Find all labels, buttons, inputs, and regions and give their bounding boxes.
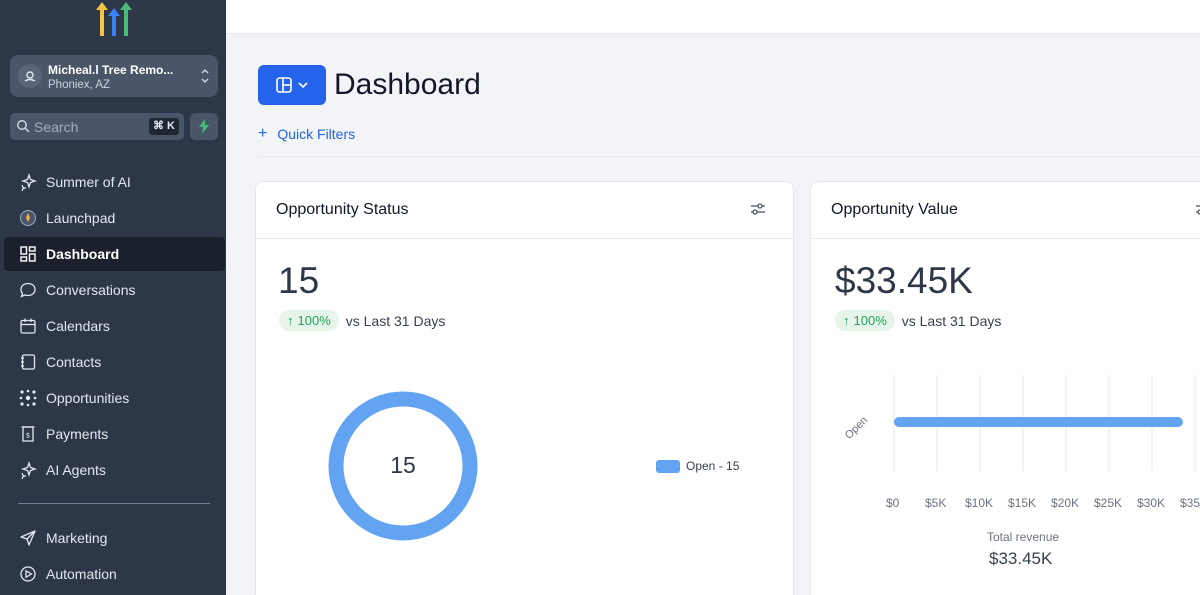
sidebar-item-label: Marketing [46, 530, 108, 546]
sidebar-item-automation[interactable]: Automation [4, 557, 225, 591]
sidebar-item-label: Calendars [46, 318, 110, 334]
card-header: Opportunity Status [256, 182, 793, 239]
metric-value: $33.45K [835, 260, 973, 301]
sidebar-divider [18, 503, 210, 504]
sparkle-icon [19, 173, 37, 191]
chevron-down-icon [298, 82, 308, 89]
donut-chart[interactable] [327, 390, 479, 542]
grid-icon [19, 245, 37, 263]
opportunity-status-card: Opportunity Status 15 ↑ 100% vs Last 31 … [255, 181, 794, 595]
chart-legend[interactable]: Open - 15 [656, 459, 739, 473]
svg-text:$: $ [26, 432, 30, 440]
trend-badge: ↑ 100% [279, 310, 339, 331]
trend-text: vs Last 31 Days [901, 312, 1002, 329]
lightning-icon [199, 119, 209, 134]
top-bar [226, 0, 1200, 34]
plus-icon: + [258, 125, 268, 142]
opportunity-value-card: Opportunity Value $33.45K ↑ 100% vs Last… [810, 181, 1200, 595]
layout-icon [276, 77, 292, 93]
send-icon [19, 529, 37, 547]
card-title: Opportunity Value [831, 201, 958, 218]
dashboard-switcher-button[interactable] [258, 65, 326, 105]
location-pin-icon [18, 64, 42, 88]
sidebar-item-label: Launchpad [46, 210, 116, 226]
location-name: Micheal.l Tree Remo... [48, 63, 174, 77]
sidebar-item-calendars[interactable]: Calendars [4, 309, 225, 343]
sidebar-item-label: AI Agents [46, 462, 106, 478]
tick-label: $35 [1180, 496, 1200, 510]
search-placeholder: Search [34, 119, 79, 135]
trend-row: ↑ 100% vs Last 31 Days [279, 310, 445, 331]
sidebar-item-label: Summer of AI [46, 174, 131, 190]
metric-value: 15 [278, 260, 320, 301]
sidebar-item-launchpad[interactable]: Launchpad [4, 201, 225, 235]
tick-label: $15K [1008, 496, 1037, 510]
sidebar-item-label: Contacts [46, 354, 102, 370]
trend-percent: 100% [853, 313, 887, 328]
location-switcher[interactable]: Micheal.l Tree Remo... Phoniex, AZ [10, 55, 218, 97]
pipeline-icon [19, 389, 37, 407]
tick-label: $0 [886, 496, 900, 510]
sidebar-item-dashboard[interactable]: Dashboard [4, 237, 225, 271]
quick-filters-label: Quick Filters [277, 126, 356, 142]
tick-label: $10K [965, 496, 994, 510]
quick-action-button[interactable] [190, 113, 218, 140]
calendar-icon [19, 317, 37, 335]
sidebar-item-ai-agents[interactable]: AI Agents [4, 453, 225, 487]
total-revenue-label: Total revenue [987, 530, 1060, 544]
sidebar: Micheal.l Tree Remo... Phoniex, AZ Searc… [0, 0, 226, 595]
rocket-icon [19, 209, 37, 227]
main-divider [258, 156, 1200, 157]
quick-filters-button[interactable]: + Quick Filters [258, 125, 355, 143]
sidebar-item-label: Payments [46, 426, 109, 442]
sidebar-item-label: Automation [46, 566, 117, 582]
bar-open[interactable] [894, 417, 1183, 427]
donut-center-value: 15 [390, 452, 416, 478]
chevron-up-down-icon [200, 66, 210, 91]
arrow-up-icon: ↑ [843, 313, 850, 328]
tick-label: $30K [1137, 496, 1166, 510]
chat-icon [19, 281, 37, 299]
play-circle-icon [19, 565, 37, 583]
sparkle-icon [19, 461, 37, 479]
tick-label: $25K [1094, 496, 1123, 510]
contact-card-icon [19, 353, 37, 371]
logo-icon[interactable] [92, 0, 136, 40]
sidebar-item-conversations[interactable]: Conversations [4, 273, 225, 307]
search-icon [16, 119, 30, 138]
trend-row: ↑ 100% vs Last 31 Days [835, 310, 1001, 331]
tick-label: $20K [1051, 496, 1080, 510]
sidebar-item-label: Dashboard [46, 246, 120, 262]
tick-label: $5K [925, 496, 947, 510]
donut-slice-open [328, 391, 478, 541]
sidebar-item-contacts[interactable]: Contacts [4, 345, 225, 379]
page-title: Dashboard [334, 68, 481, 101]
sidebar-item-label: Conversations [46, 282, 136, 298]
sidebar-item-marketing[interactable]: Marketing [4, 521, 225, 555]
search-input[interactable]: Search ⌘ K [10, 113, 184, 140]
card-title: Opportunity Status [276, 201, 409, 218]
search-shortcut: ⌘ K [149, 118, 179, 135]
filter-settings-icon[interactable] [750, 202, 766, 221]
legend-label: Open - 15 [686, 459, 740, 473]
arrow-up-icon: ↑ [287, 313, 294, 328]
bar-chart [893, 375, 1196, 471]
trend-percent: 100% [297, 313, 331, 328]
legend-swatch [656, 459, 680, 473]
sidebar-item-payments[interactable]: $ Payments [4, 417, 225, 451]
total-revenue-value: $33.45K [989, 549, 1053, 568]
receipt-icon: $ [19, 425, 37, 443]
trend-text: vs Last 31 Days [345, 312, 446, 329]
filter-settings-icon[interactable] [1195, 202, 1200, 221]
trend-badge: ↑ 100% [835, 310, 895, 331]
card-header: Opportunity Value [811, 182, 1200, 239]
sidebar-item-label: Opportunities [46, 390, 130, 406]
location-city: Phoniex, AZ [48, 79, 111, 91]
sidebar-item-opportunities[interactable]: Opportunities [4, 381, 225, 415]
sidebar-item-summer-of-ai[interactable]: Summer of AI [4, 165, 225, 199]
